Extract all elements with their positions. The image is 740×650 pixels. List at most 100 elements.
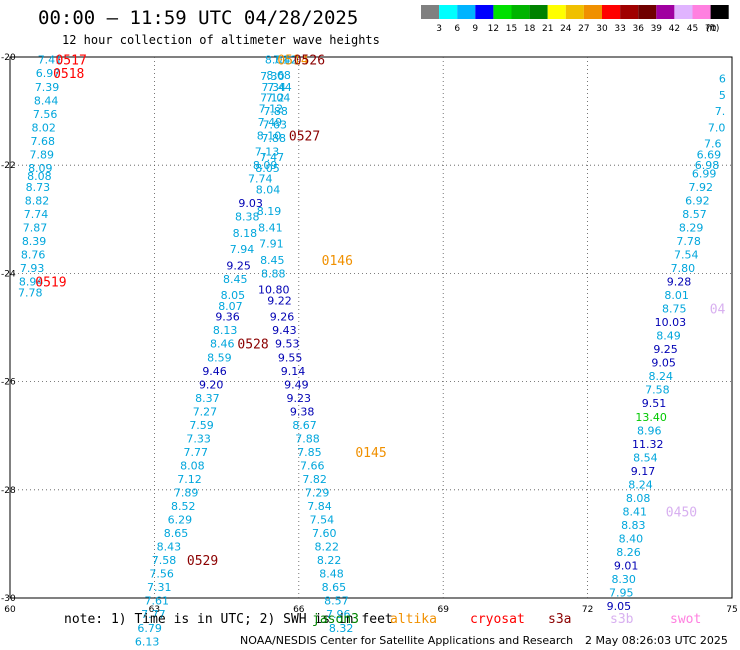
latitude-tick-label: -22 <box>1 161 16 171</box>
scale-tick-label: 18 <box>524 24 536 34</box>
wave-height-reading: 7.30 <box>260 70 285 83</box>
wave-height-reading: 7.68 <box>30 135 55 148</box>
scale-tick-label: 70 <box>705 24 717 34</box>
wave-height-reading: 7.96 <box>326 608 351 621</box>
wave-height-reading: 9.51 <box>642 397 667 410</box>
wave-height-reading: 7.12 <box>177 473 202 486</box>
wave-height-reading: 8.39 <box>22 235 47 248</box>
wave-height-reading: 7.12 <box>259 102 284 115</box>
pass-time-label: 0527 <box>289 129 320 144</box>
scale-tick-label: 12 <box>488 24 499 34</box>
wave-height-reading: 7.33 <box>186 432 211 445</box>
wave-height-reading: 8.08 <box>626 492 651 505</box>
latitude-tick-label: -24 <box>1 269 16 279</box>
wave-height-reading: 7.59 <box>189 419 214 432</box>
map-title: 00:00 – 11:59 UTC 04/28/2025 <box>38 7 359 29</box>
scale-swatch <box>602 5 621 19</box>
wave-height-reading: 8.68 <box>266 69 291 82</box>
legend-s3a: s3a <box>548 612 572 627</box>
scale-tick-label: 42 <box>669 24 680 34</box>
wave-height-reading: 7.85 <box>297 446 322 459</box>
wave-height-reading: 8.52 <box>171 500 196 513</box>
wave-height-reading: 9.05 <box>651 357 676 370</box>
scale-swatch <box>439 5 458 19</box>
wave-height-reading: 8.59 <box>207 351 232 364</box>
scale-swatch <box>710 5 729 19</box>
scale-swatch <box>565 5 584 19</box>
scale-tick-label: 24 <box>560 24 572 34</box>
wave-height-reading: 6.69 <box>697 148 722 161</box>
legend-cryosat: cryosat <box>470 612 525 627</box>
wave-height-reading: 7.87 <box>23 221 48 234</box>
longitude-tick-label: 72 <box>582 605 593 615</box>
wave-height-reading: 8.08 <box>27 170 52 183</box>
wave-height-reading: 8.01 <box>265 54 290 67</box>
pass-time-label: 0528 <box>237 338 268 353</box>
latitude-tick-label: -28 <box>1 486 16 496</box>
pass-time-label: 0450 <box>666 505 697 520</box>
wave-height-reading: 7.88 <box>295 432 320 445</box>
wave-height-reading: 7.61 <box>145 595 170 608</box>
wave-height-reading: 8.46 <box>210 338 235 351</box>
wave-height-reading: 9.17 <box>631 465 656 478</box>
wave-height-reading: 10.03 <box>655 316 687 329</box>
wave-height-reading: 8.45 <box>260 254 285 267</box>
scale-tick-label: 3 <box>436 24 442 34</box>
wave-height-reading: 7.6 <box>704 138 722 151</box>
scale-swatch <box>656 5 675 19</box>
wave-height-reading: 9.03 <box>238 197 263 210</box>
pass-time-label: 04 <box>710 303 726 318</box>
scale-swatch <box>547 5 566 19</box>
wave-height-reading: 9.20 <box>199 378 224 391</box>
scale-tick-label: 45 <box>687 24 698 34</box>
wave-height-reading: 9.43 <box>272 324 297 337</box>
credit-line: NOAA/NESDIS Center for Satellite Applica… <box>240 634 574 647</box>
wave-height-reading: 8.49 <box>656 330 681 343</box>
pass-time-label: 0529 <box>187 554 218 569</box>
wave-height-reading: 8.07 <box>218 300 243 313</box>
wave-height-reading: 7.13 <box>255 146 280 159</box>
wave-height-reading: 8.08 <box>180 459 205 472</box>
wave-height-color-scale: 3 6 9 12 15 18 21 24 27 30 33 36 39 42 45 70(ft) <box>421 5 729 34</box>
wave-height-reading: 8.04 <box>256 184 281 197</box>
wave-height-reading: 8.54 <box>633 451 658 464</box>
wave-height-reading: 7.88 <box>262 132 287 145</box>
wave-height-reading: 8.13 <box>213 324 238 337</box>
wave-height-reading: 7.74 <box>24 208 49 221</box>
footer-note: note: 1) Time is in UTC; 2) SWH is in fe… <box>64 612 393 627</box>
legend-s3b: s3b <box>610 612 634 627</box>
wave-height-reading: 8.94 <box>19 276 44 289</box>
wave-height-reading: 7.93 <box>20 262 45 275</box>
wave-height-reading: 7.66 <box>300 459 325 472</box>
wave-height-reading: 9.55 <box>278 351 303 364</box>
wave-height-reading: 7.04 <box>266 92 291 105</box>
latitude-tick-label: -30 <box>1 594 16 604</box>
wave-height-reading: 7.74 <box>248 173 273 186</box>
wave-height-reading: 8.40 <box>619 532 644 545</box>
wave-height-reading: 8.67 <box>292 419 317 432</box>
scale-tick-label: 36 <box>632 24 644 34</box>
wave-height-reading: 7.47 <box>260 151 285 164</box>
wave-height-reading: 9.49 <box>284 378 309 391</box>
wave-height-reading: 7.92 <box>688 181 713 194</box>
pass-time-label: 0518 <box>53 67 84 82</box>
wave-height-reading: 10.80 <box>258 284 290 297</box>
wave-height-reading: 7.42 <box>273 54 298 67</box>
wave-height-reading: 8.18 <box>233 227 258 240</box>
wave-height-reading: 7.39 <box>35 81 60 94</box>
wave-height-reading: 8.48 <box>319 568 344 581</box>
longitude-tick-label: 69 <box>437 605 449 615</box>
wave-height-reading: 8.75 <box>662 303 687 316</box>
wave-height-reading: 8.65 <box>164 527 189 540</box>
wave-height-reading: 8.32 <box>329 622 354 635</box>
wave-height-reading: 8.09 <box>253 159 278 172</box>
wave-height-reading: 8.65 <box>322 581 347 594</box>
wave-height-reading: 8.02 <box>31 121 56 134</box>
wave-height-reading: 7.89 <box>30 148 55 161</box>
wave-height-reading: 13.40 <box>635 411 667 424</box>
wave-height-reading: 7.94 <box>230 243 255 256</box>
wave-height-reading: 8.24 <box>628 478 653 491</box>
wave-height-reading: 6.98 <box>695 159 720 172</box>
wave-height-reading: 8.73 <box>26 181 51 194</box>
scale-swatch <box>583 5 602 19</box>
